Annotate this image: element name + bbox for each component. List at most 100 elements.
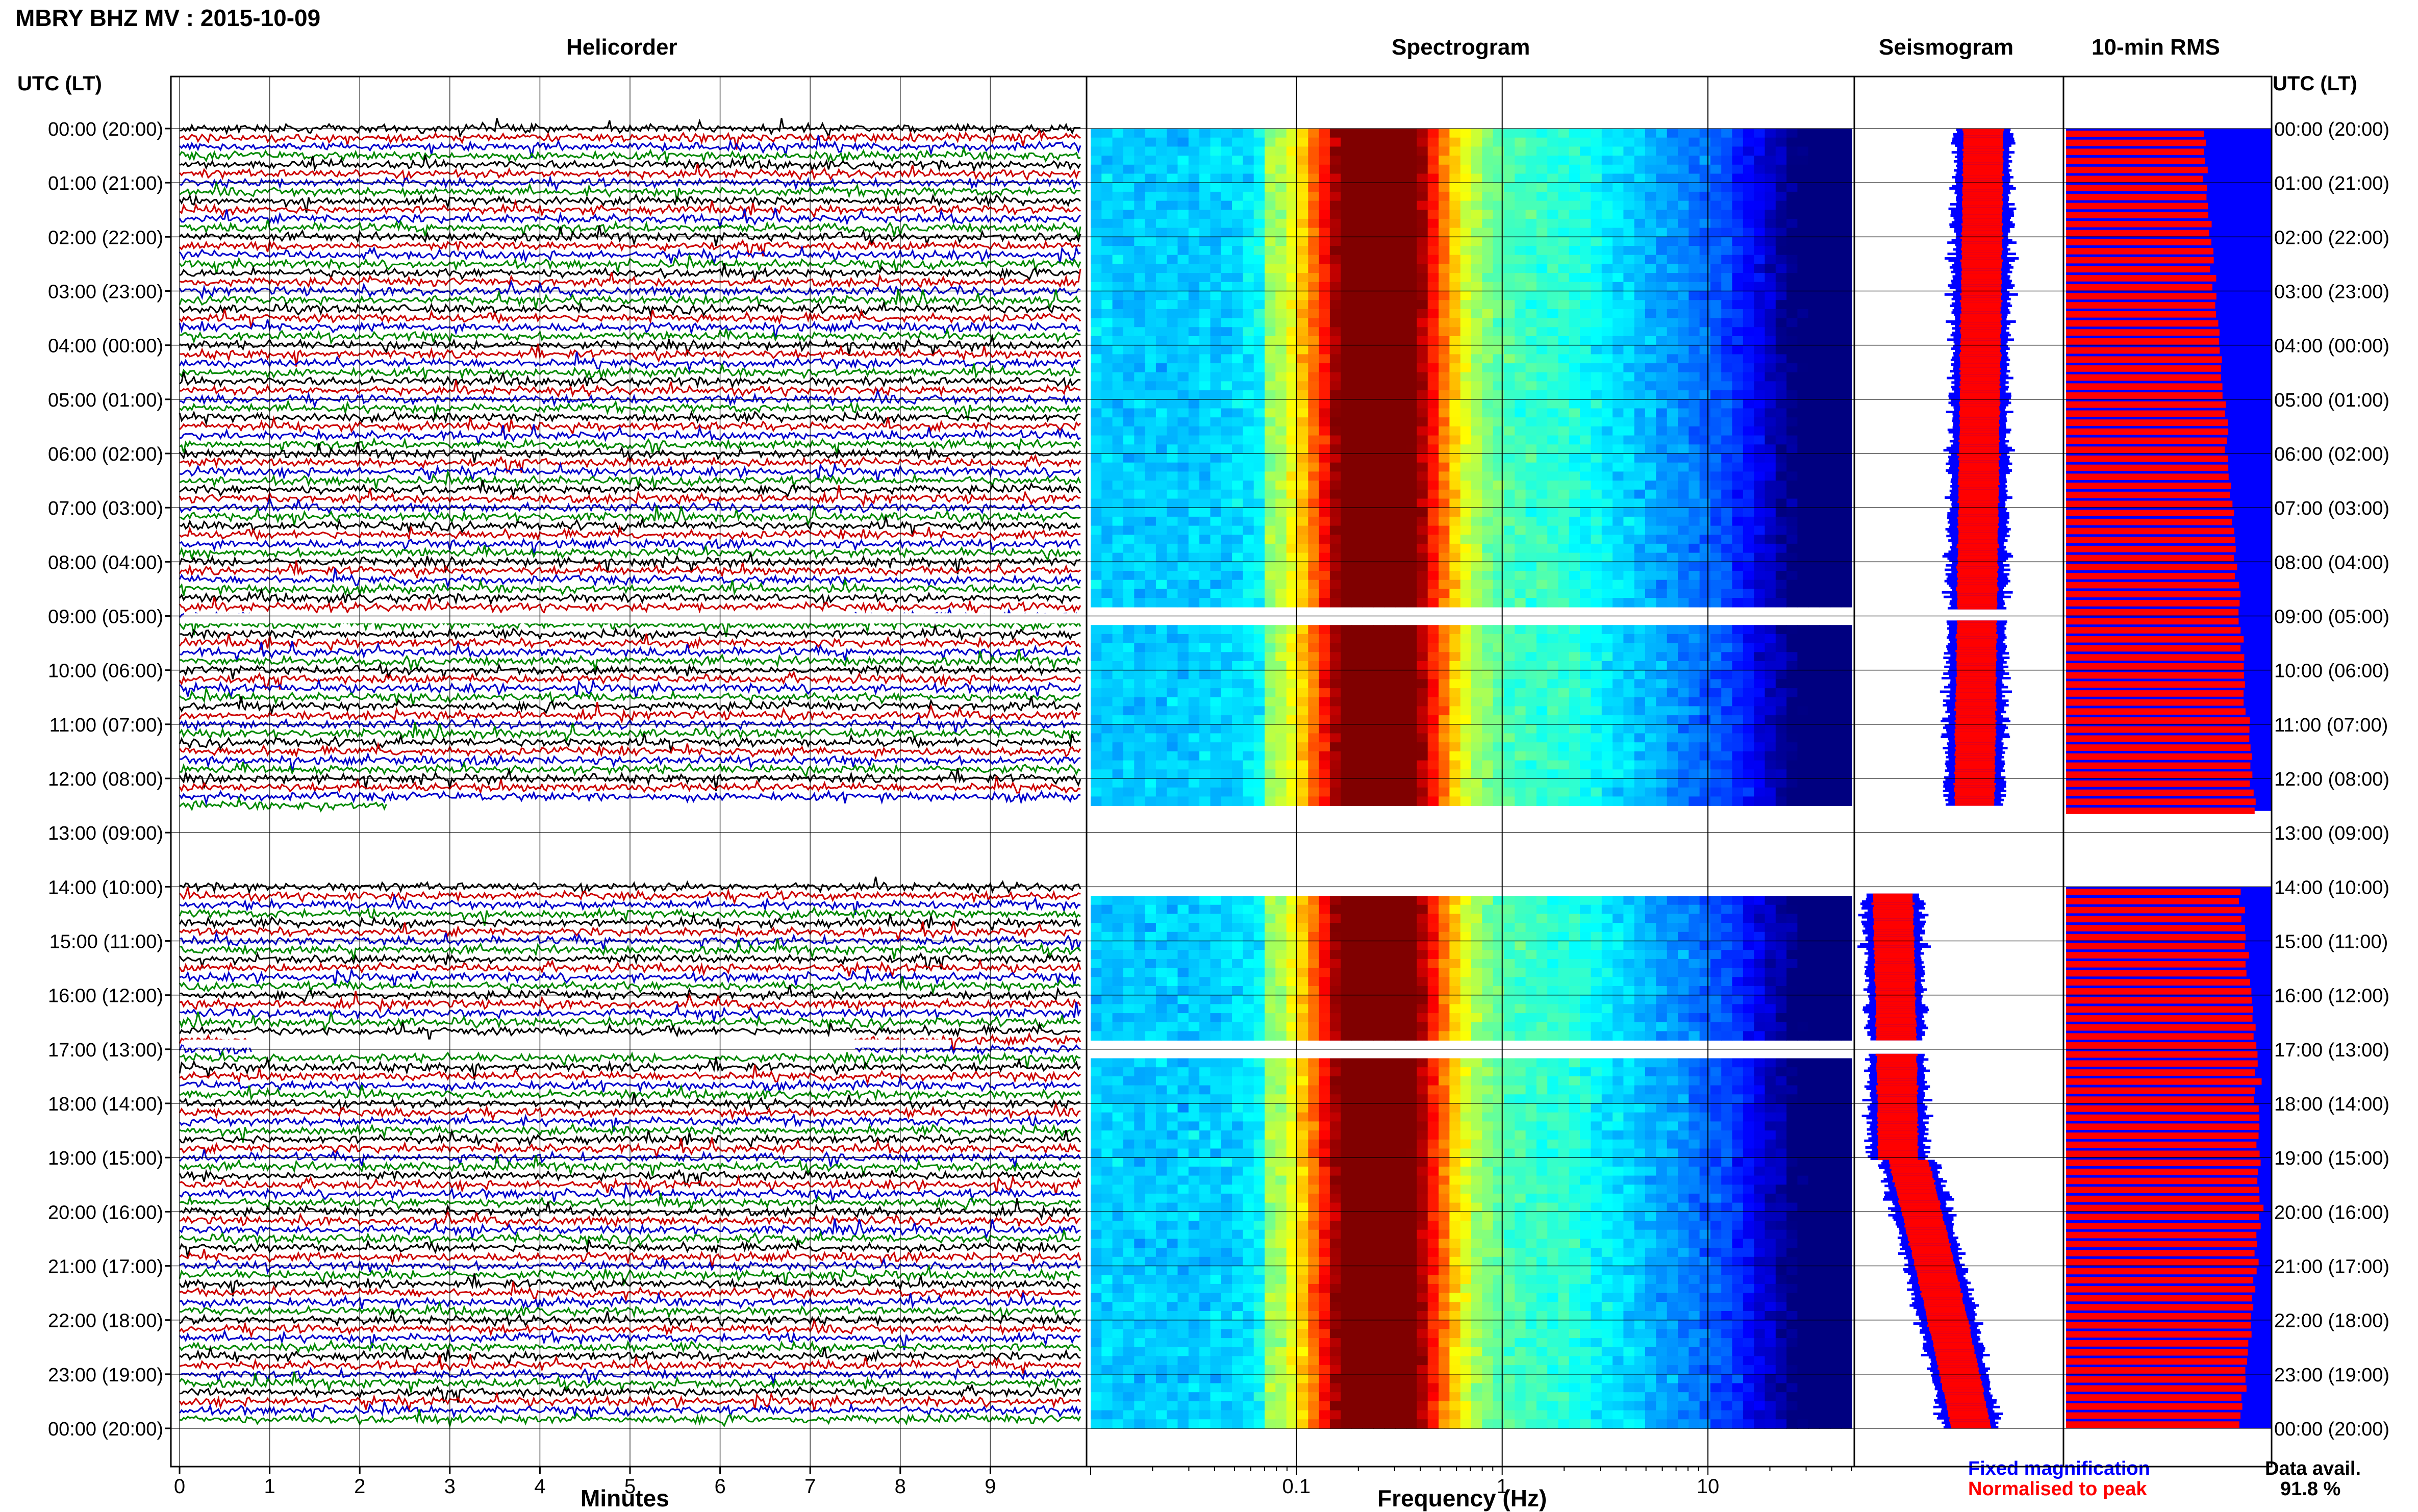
spectrogram-cell [1547,426,1559,436]
spectrogram-cell [1634,481,1646,490]
spectrogram-cell [1155,173,1167,183]
spectrogram-cell [1667,562,1678,571]
spectrogram-cell [1373,589,1385,598]
spectrogram-cell [1177,309,1189,319]
spectrogram-cell [1177,769,1189,779]
spectrogram-cell [1678,426,1690,436]
spectrogram-cell [1493,137,1504,147]
spectrogram-cell [1471,137,1483,147]
spectrogram-cell [1569,318,1580,328]
spectrogram-cell [1308,129,1320,138]
spectrogram-cell [1482,543,1494,553]
spectrogram-cell [1623,129,1635,138]
spectrogram-cell [1754,237,1766,246]
spectrogram-cell [1667,264,1678,273]
spectrogram-cell [1199,579,1211,590]
spectrogram-cell [1253,318,1265,328]
spectrogram-cell [1308,435,1320,445]
spectrogram-cell [1830,688,1842,698]
spectrogram-cell [1471,426,1483,436]
spectrogram-cell [1808,390,1820,400]
spectrogram-cell [1188,453,1200,463]
spectrogram-cell [1329,516,1341,526]
spectrogram-cell [1449,634,1461,644]
spectrogram-cell [1689,408,1700,418]
spectrogram-cell [1091,525,1102,536]
spectrogram-cell [1101,399,1113,409]
spectrogram-cell [1503,543,1515,553]
spectrogram-cell [1265,363,1276,373]
spectrogram-cell [1471,661,1483,671]
spectrogram-cell [1286,408,1298,418]
spectrogram-cell [1199,255,1211,265]
spectrogram-cell [1253,453,1265,463]
spectrogram-cell [1449,200,1461,211]
spectrogram-cell [1134,688,1146,698]
spectrogram-cell [1765,173,1776,183]
spectrogram-cell [1286,462,1298,472]
spectrogram-cell [1819,210,1831,219]
spectrogram-cell [1091,273,1102,283]
spectrogram-cell [1373,481,1385,490]
spectrogram-cell [1417,498,1428,508]
spectrogram-cell [1351,652,1363,662]
spectrogram-cell [1253,733,1265,743]
spectrogram-cell [1243,670,1254,680]
spectrogram-cell [1134,481,1146,490]
spectrogram-cell [1765,399,1776,409]
spectrogram-cell [1656,273,1668,283]
spectrogram-cell [1623,489,1635,499]
spectrogram-cell [1134,670,1146,680]
spectrogram-cell [1515,228,1526,238]
spectrogram-cell [1786,535,1798,544]
spectrogram-cell [1406,426,1418,436]
spectrogram-cell [1591,200,1602,211]
spectrogram-cell [1493,715,1504,725]
spectrogram-cell [1362,697,1374,707]
spectrogram-cell [1439,273,1450,283]
spectrogram-cell [1775,435,1787,445]
spectrogram-cell [1243,354,1254,364]
spectrogram-cell [1167,435,1178,445]
spectrogram-cell [1395,237,1406,246]
spectrogram-cell [1460,670,1472,680]
spectrogram-cell [1297,336,1309,346]
spectrogram-cell [1243,661,1254,671]
spectrogram-cell [1439,318,1450,328]
spectrogram-cell [1689,426,1700,436]
spectrogram-cell [1406,327,1418,337]
spectrogram-cell [1580,354,1592,364]
spectrogram-cell [1406,200,1418,211]
spectrogram-cell [1155,399,1167,409]
spectrogram-cell [1667,426,1678,436]
spectrogram-cell [1613,742,1624,752]
spectrogram-cell [1329,191,1341,201]
spectrogram-cell [1449,471,1461,481]
spectrogram-cell [1710,471,1722,481]
spectrogram-cell [1460,625,1472,635]
spectrogram-cell [1699,363,1711,373]
spectrogram-cell [1601,354,1613,364]
spectrogram-cell [1743,210,1754,219]
spectrogram-cell [1188,598,1200,608]
spectrogram-cell [1221,381,1232,391]
spectrogram-cell [1678,173,1690,183]
spectrogram-cell [1591,191,1602,201]
spectrogram-cell [1515,354,1526,364]
spectrogram-cell [1460,661,1472,671]
spectrogram-cell [1656,336,1668,346]
spectrogram-cell [1253,291,1265,300]
spectrogram-cell [1623,498,1635,508]
spectrogram-cell [1395,435,1406,445]
spectrogram-cell [1177,300,1189,310]
spectrogram-cell [1188,715,1200,725]
spectrogram-cell [1439,255,1450,265]
spectrogram-cell [1689,489,1700,499]
spectrogram-cell [1743,129,1754,138]
spectrogram-cell [1406,462,1418,472]
spectrogram-cell [1819,525,1831,536]
spectrogram-cell [1775,634,1787,644]
spectrogram-cell [1319,579,1330,590]
spectrogram-cell [1155,652,1167,662]
spectrogram-cell [1775,191,1787,201]
